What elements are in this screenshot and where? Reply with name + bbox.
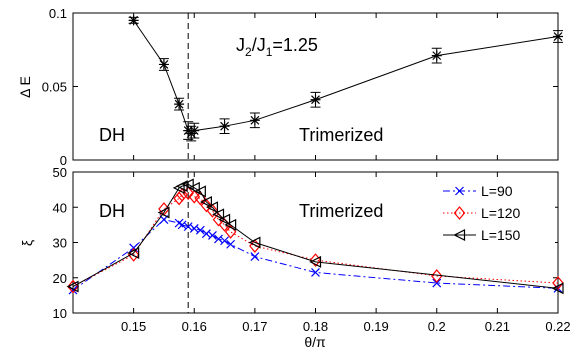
legend: L=90 L=120 L=150 (438, 177, 555, 244)
series-line-L=120 (72, 192, 559, 288)
data-point-L=120 (176, 187, 188, 202)
legend-marker-L=150 (453, 229, 466, 241)
bottom-x-label: θ/π (304, 334, 326, 350)
bottom-ytick-label: 50 (53, 165, 67, 180)
top-plot-frame (72, 12, 559, 161)
top-data-point (553, 31, 563, 42)
top-ytick-label: 0 (60, 153, 67, 168)
bottom-series (66, 178, 564, 295)
data-point-L=120 (173, 191, 185, 206)
data-point-L=90 (177, 220, 187, 230)
top-x-axis (133, 13, 559, 160)
top-y-axis: 0 0.05 0.1 (42, 6, 558, 168)
bottom-annotation-dh: DH (99, 201, 125, 221)
bottom-xtick-label: 0.16 (182, 319, 207, 334)
data-point-L=150 (218, 213, 231, 226)
top-data-point (174, 99, 185, 110)
top-ytick-label: 0.05 (42, 80, 67, 95)
data-point-L=90 (250, 252, 260, 262)
bottom-xtick-label: 0.2 (428, 319, 446, 334)
data-point-L=150 (187, 181, 200, 194)
bottom-xtick-label: 0.18 (303, 319, 328, 334)
bottom-ytick-label: 10 (53, 306, 67, 321)
data-point-L=90 (208, 231, 217, 240)
bottom-xtick-label: 0.17 (242, 319, 267, 334)
bottom-ytick-label: 30 (53, 236, 67, 251)
top-annotation-dh: DH (99, 125, 125, 145)
bottom-xtick-label: 0.19 (363, 319, 388, 334)
data-point-L=120 (552, 276, 564, 290)
bottom-y-label: ξ (19, 240, 35, 246)
bottom-y-axis: 10 20 30 40 50 (53, 165, 558, 321)
legend-marker-L=120 (453, 206, 466, 220)
data-point-L=90 (183, 222, 193, 232)
data-point-L=150 (127, 247, 140, 260)
data-point-L=120 (182, 186, 194, 201)
data-point-L=150 (212, 208, 225, 221)
data-point-L=150 (551, 282, 564, 295)
series-line-L=150 (72, 183, 559, 289)
top-panel-delta-e: 0 0.05 0.1 Δ E J2/J1=1.25 DH Trimerized (17, 6, 563, 168)
top-series (128, 15, 563, 142)
top-annotation-ratio: J2/J1=1.25 (236, 35, 318, 59)
legend-label-L=150: L=150 (481, 227, 521, 243)
data-point-L=90 (129, 243, 139, 253)
legend-label-L=90: L=90 (481, 183, 513, 199)
data-point-L=120 (430, 269, 443, 283)
data-point-L=90 (201, 229, 211, 239)
top-data-point (158, 59, 169, 70)
top-data-point (219, 121, 230, 132)
data-point-L=90 (432, 278, 442, 288)
data-point-L=150 (157, 206, 170, 219)
data-point-L=120 (224, 224, 237, 239)
bottom-xtick-label: 0.22 (545, 319, 570, 334)
bottom-x-axis: 0.15 0.16 0.17 0.18 0.19 0.2 0.21 0.22 (121, 172, 571, 334)
top-annotation-trimerized: Trimerized (299, 125, 383, 145)
data-point-L=150 (193, 185, 206, 198)
bottom-annotation-trimerized: Trimerized (299, 201, 383, 221)
bottom-xtick-label: 0.21 (485, 319, 510, 334)
data-point-L=150 (224, 218, 237, 231)
legend-marker-L=90 (455, 186, 464, 196)
data-point-L=150 (181, 178, 194, 191)
data-point-L=90 (195, 225, 205, 235)
top-data-point (189, 125, 200, 136)
bottom-ytick-label: 20 (53, 271, 67, 286)
data-point-L=150 (200, 195, 212, 208)
top-y-label: Δ E (17, 76, 33, 98)
data-point-L=90 (226, 239, 236, 249)
data-point-L=150 (309, 255, 322, 268)
data-point-L=120 (188, 189, 201, 204)
data-point-L=150 (206, 201, 219, 214)
legend-label-L=120: L=120 (481, 205, 521, 221)
bottom-xtick-label: 0.15 (121, 319, 146, 334)
top-data-point (249, 115, 260, 126)
top-data-point (310, 94, 321, 105)
top-ytick-label: 0.1 (49, 6, 67, 21)
bottom-ytick-label: 40 (53, 200, 67, 215)
data-point-L=90 (189, 223, 199, 233)
data-point-L=150 (248, 236, 261, 249)
top-data-point (431, 50, 442, 61)
data-point-L=120 (200, 198, 213, 213)
data-point-L=150 (66, 280, 79, 293)
data-point-L=120 (206, 203, 219, 218)
top-data-point (128, 15, 139, 26)
data-point-L=90 (214, 234, 223, 244)
data-point-L=90 (311, 268, 320, 277)
data-point-L=90 (220, 236, 229, 246)
